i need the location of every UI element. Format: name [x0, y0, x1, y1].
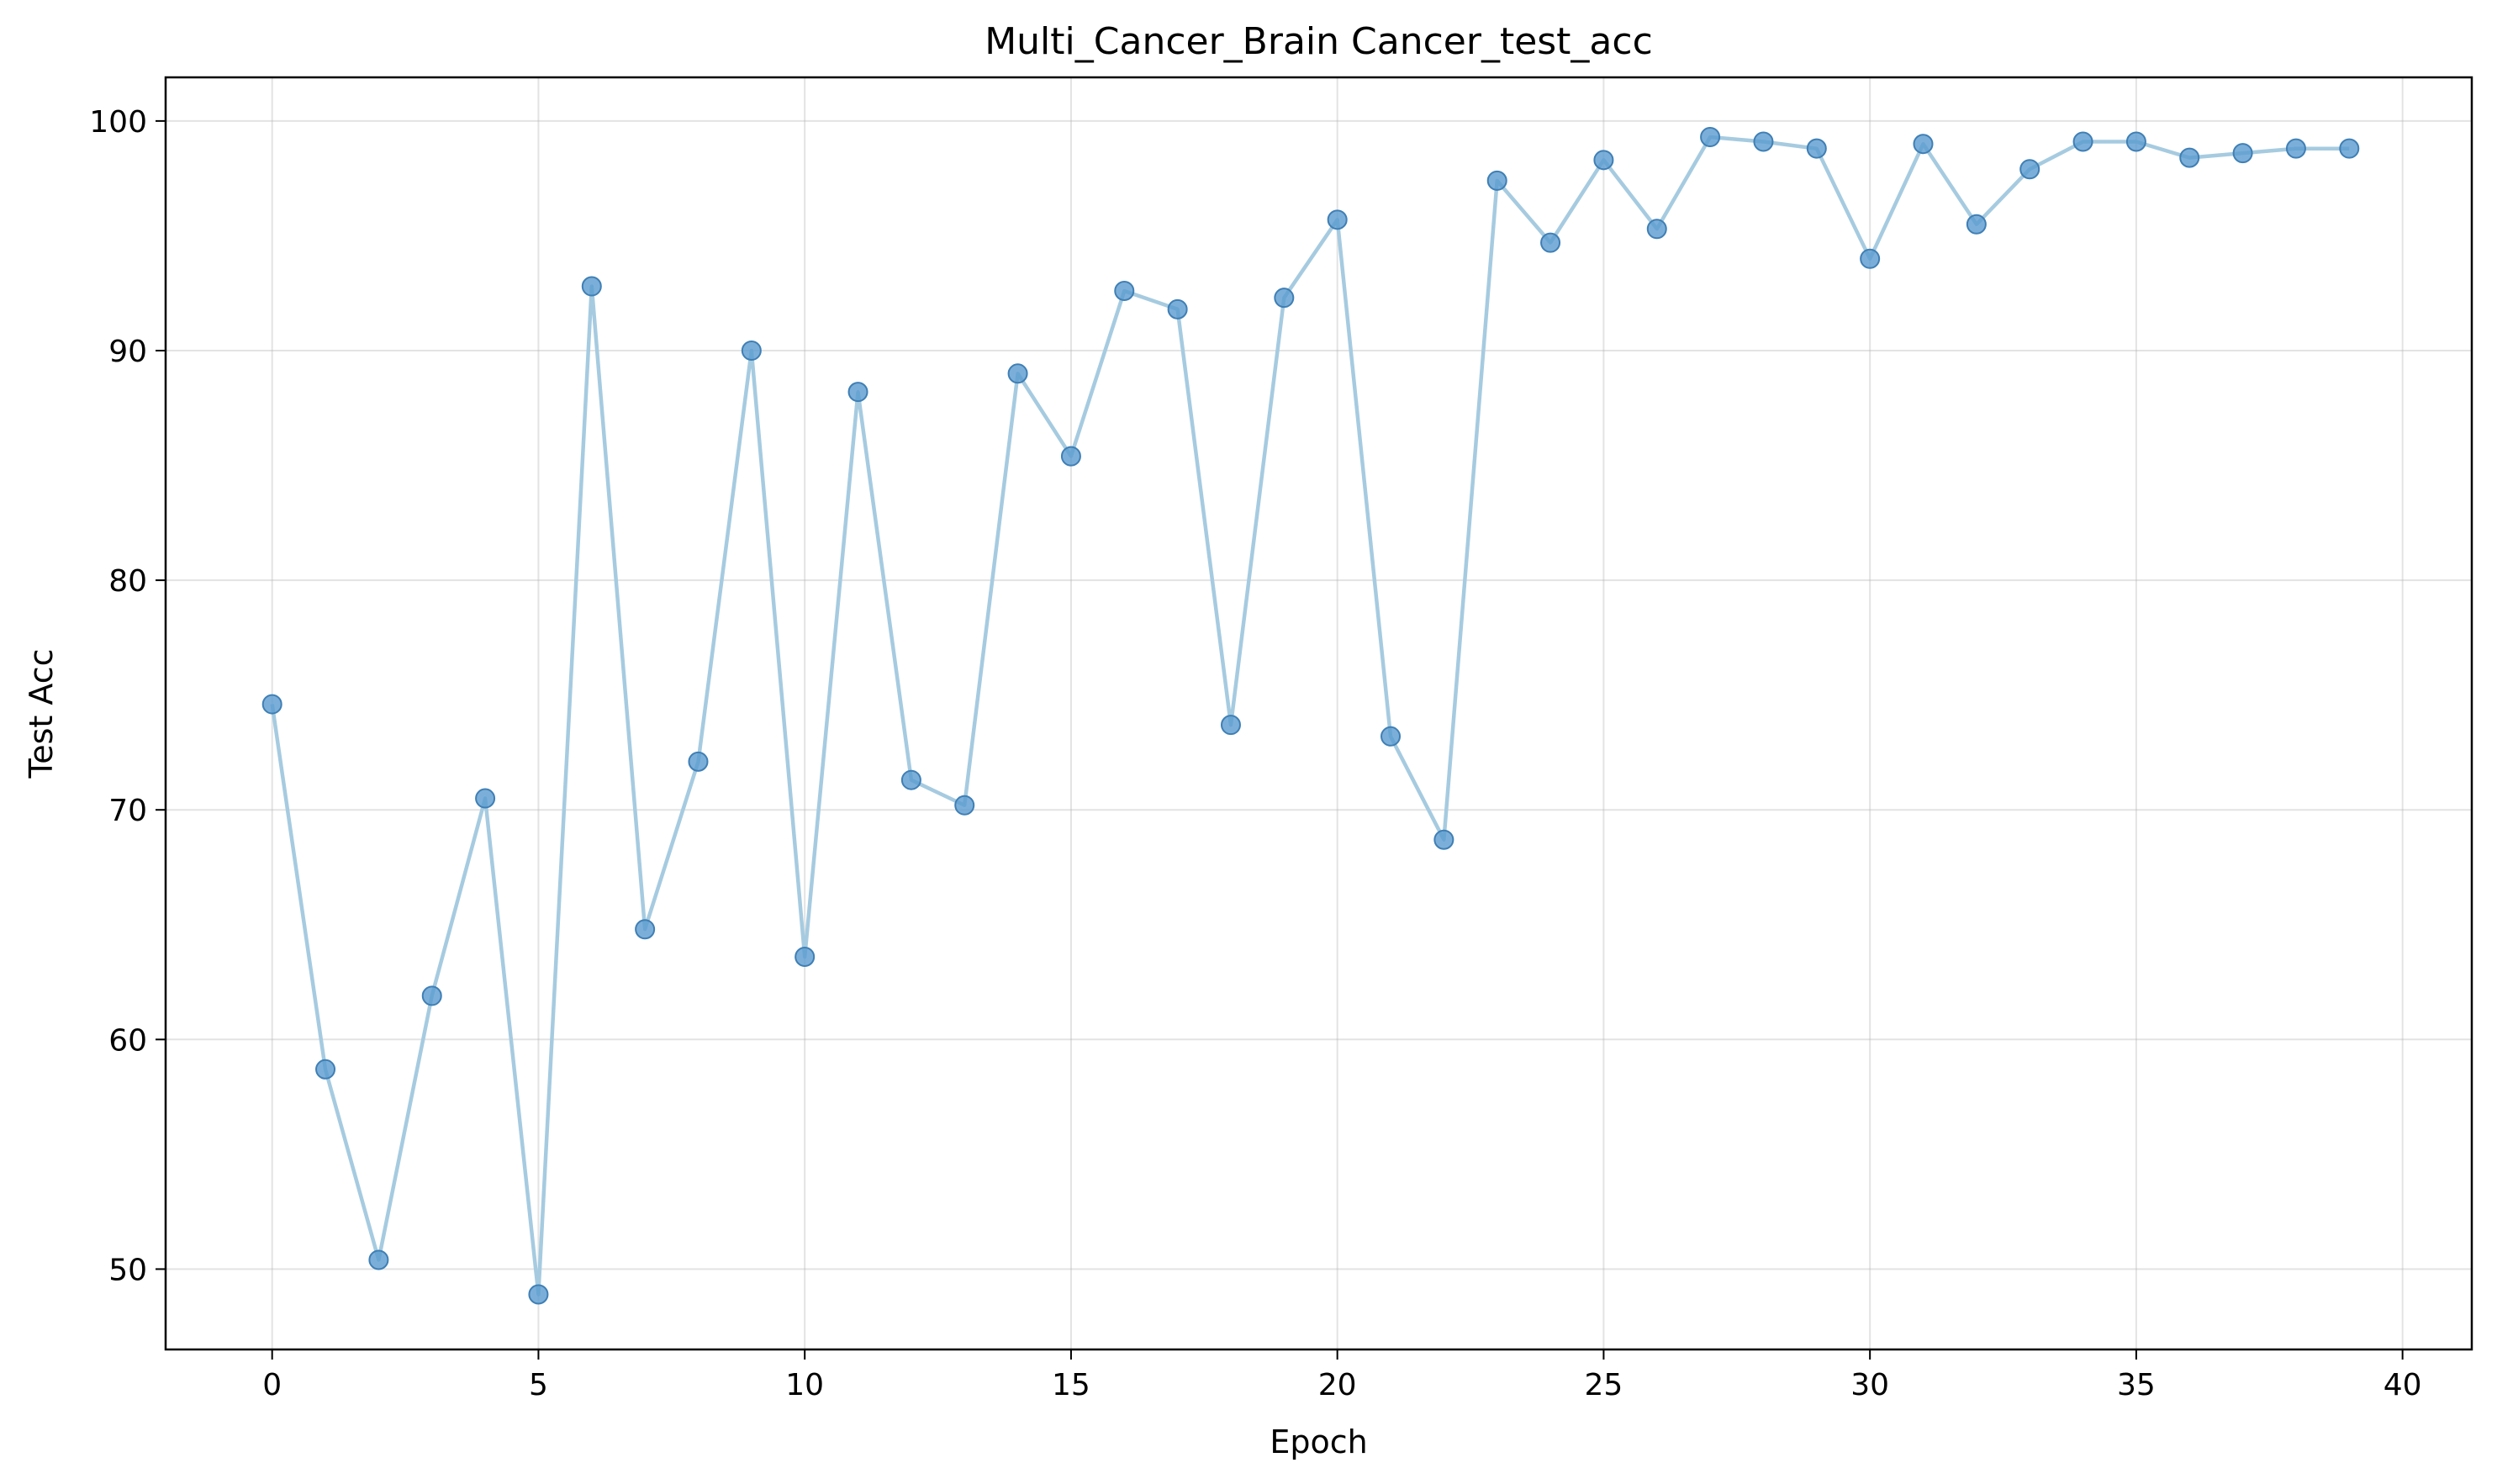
data-point [1753, 131, 1774, 152]
data-point [1433, 829, 1454, 850]
data-point [900, 769, 921, 790]
data-point [315, 1059, 336, 1080]
data-point [635, 919, 656, 940]
y-tick-label: 60 [108, 1023, 147, 1058]
data-point [847, 382, 868, 403]
data-point [2019, 159, 2040, 180]
data-point [1167, 298, 1188, 320]
data-point [1806, 138, 1827, 159]
data-point [1274, 288, 1295, 309]
plot-frame [164, 76, 2473, 1351]
data-point [581, 276, 602, 297]
data-point [794, 946, 816, 967]
x-tick-label: 5 [529, 1368, 548, 1402]
data-point [1966, 214, 1987, 235]
data-point [475, 788, 496, 809]
data-point [1860, 248, 1881, 269]
data-point [528, 1284, 549, 1305]
data-point [688, 751, 709, 772]
data-point [1913, 134, 1934, 155]
series-line [270, 135, 2350, 1297]
x-tick-label: 20 [1318, 1368, 1357, 1402]
data-point [1220, 715, 1241, 736]
x-tick-label: 10 [785, 1368, 824, 1402]
x-axis-ticks: 0 5 10 15 20 25 30 35 40 [262, 1349, 2422, 1402]
data-point [1380, 726, 1402, 747]
data-point [2285, 138, 2306, 159]
x-tick-label: 0 [262, 1368, 282, 1402]
x-tick-label: 35 [2117, 1368, 2156, 1402]
data-point [261, 694, 282, 715]
data-point [368, 1249, 389, 1270]
data-point [1486, 170, 1507, 191]
chart-title: Multi_Cancer_Brain Cancer_test_acc [985, 20, 1653, 63]
data-point [741, 340, 762, 361]
x-axis-label: Epoch [1270, 1423, 1367, 1460]
data-point [1327, 209, 1348, 230]
x-tick-label: 30 [1850, 1368, 1889, 1402]
series-marker-layer [261, 127, 2360, 1305]
x-tick-label: 25 [1585, 1368, 1623, 1402]
x-tick-label: 15 [1052, 1368, 1090, 1402]
y-tick-label: 70 [108, 794, 147, 828]
x-tick-label: 40 [2384, 1368, 2422, 1402]
data-point [2339, 138, 2360, 159]
data-point [1007, 363, 1028, 384]
data-point [2125, 131, 2146, 152]
data-point [421, 985, 442, 1006]
data-point [1700, 127, 1721, 148]
y-tick-label: 100 [89, 105, 147, 140]
data-point [2232, 143, 2253, 164]
y-tick-label: 50 [108, 1253, 147, 1287]
y-axis-label: Test Acc [23, 648, 60, 779]
data-point [2072, 131, 2093, 152]
y-tick-label: 80 [108, 564, 147, 599]
data-point [2179, 147, 2200, 168]
data-point [954, 795, 975, 816]
data-point [1540, 232, 1561, 253]
data-point [1114, 280, 1135, 301]
data-point [1593, 150, 1614, 171]
y-tick-label: 90 [108, 335, 147, 369]
data-point [1646, 219, 1667, 240]
data-point [1060, 446, 1081, 467]
grid-layer [166, 77, 2472, 1349]
y-axis-ticks: 50 60 70 80 90 100 [89, 105, 166, 1287]
series-line-layer [270, 135, 2350, 1297]
